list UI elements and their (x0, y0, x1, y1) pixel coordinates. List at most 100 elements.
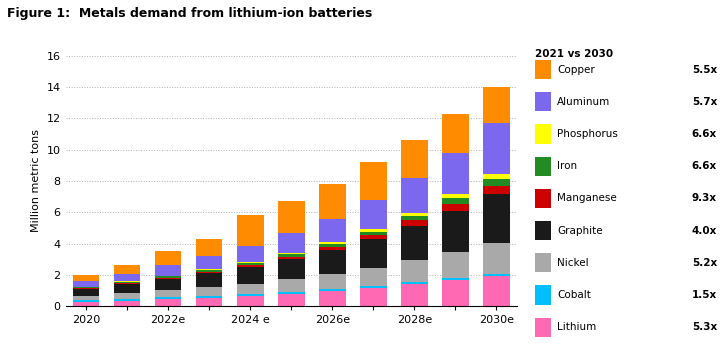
Bar (401, 282, 427, 284)
Text: 5.7x: 5.7x (692, 97, 717, 107)
Bar (442, 198, 469, 204)
Bar (360, 288, 387, 306)
Y-axis label: Million metric tons: Million metric tons (31, 129, 41, 232)
Text: Aluminum: Aluminum (557, 97, 610, 107)
Text: Iron: Iron (557, 161, 577, 171)
Bar (483, 186, 510, 194)
Bar (360, 200, 387, 229)
Bar (196, 256, 223, 269)
Bar (155, 298, 181, 299)
Bar (73, 300, 99, 302)
Bar (360, 268, 387, 286)
Bar (360, 235, 387, 239)
Bar (196, 274, 223, 287)
Bar (442, 211, 469, 252)
Bar (155, 251, 181, 266)
Bar (319, 219, 346, 242)
Bar (155, 278, 181, 279)
Text: Graphite: Graphite (557, 226, 603, 236)
Bar (114, 283, 141, 284)
Bar (155, 276, 181, 278)
Bar (237, 215, 264, 246)
Bar (278, 233, 304, 253)
Bar (483, 124, 510, 174)
Bar (114, 301, 141, 306)
Bar (278, 279, 304, 292)
Bar (114, 284, 141, 293)
Text: Figure 1:  Metals demand from lithium-ion batteries: Figure 1: Metals demand from lithium-ion… (7, 7, 373, 20)
Bar (401, 220, 427, 226)
Bar (73, 296, 99, 300)
Bar (483, 87, 510, 124)
Bar (401, 140, 427, 178)
Bar (73, 288, 99, 289)
Text: 5.3x: 5.3x (692, 322, 717, 332)
Text: 6.6x: 6.6x (692, 129, 717, 139)
Bar (73, 281, 99, 287)
Text: Copper: Copper (557, 65, 595, 74)
Bar (196, 239, 223, 256)
Bar (114, 274, 141, 281)
Bar (401, 178, 427, 213)
Bar (114, 293, 141, 299)
Bar (442, 113, 469, 153)
Bar (196, 287, 223, 296)
Text: 1.5x: 1.5x (692, 290, 717, 300)
Bar (278, 253, 304, 254)
Text: 5.5x: 5.5x (692, 65, 717, 74)
Bar (237, 284, 264, 294)
Bar (360, 229, 387, 231)
Bar (237, 246, 264, 262)
Bar (237, 262, 264, 263)
Bar (196, 296, 223, 298)
Bar (319, 250, 346, 274)
Bar (319, 291, 346, 306)
Bar (237, 265, 264, 267)
Bar (401, 213, 427, 216)
Bar (114, 299, 141, 301)
Bar (155, 279, 181, 291)
Bar (237, 296, 264, 306)
Bar (196, 270, 223, 272)
Bar (196, 298, 223, 306)
Bar (442, 252, 469, 278)
Bar (442, 194, 469, 198)
Bar (155, 291, 181, 298)
Bar (73, 302, 99, 306)
Bar (360, 286, 387, 288)
Bar (401, 260, 427, 282)
Bar (278, 294, 304, 306)
Bar (196, 269, 223, 270)
Bar (114, 265, 141, 274)
Bar (442, 204, 469, 211)
Bar (155, 299, 181, 306)
Bar (483, 276, 510, 306)
Bar (319, 184, 346, 219)
Bar (319, 289, 346, 291)
Text: Lithium: Lithium (557, 322, 596, 332)
Bar (319, 244, 346, 247)
Bar (483, 174, 510, 179)
Bar (278, 254, 304, 257)
Bar (278, 201, 304, 233)
Text: 5.2x: 5.2x (692, 258, 717, 268)
Text: 4.0x: 4.0x (692, 226, 717, 236)
Bar (483, 179, 510, 186)
Bar (237, 294, 264, 296)
Bar (483, 274, 510, 276)
Bar (114, 282, 141, 283)
Text: 2021 vs 2030: 2021 vs 2030 (535, 49, 613, 59)
Bar (278, 259, 304, 279)
Bar (278, 292, 304, 294)
Text: Nickel: Nickel (557, 258, 588, 268)
Bar (360, 239, 387, 268)
Bar (278, 257, 304, 259)
Bar (319, 274, 346, 289)
Bar (319, 242, 346, 244)
Bar (319, 247, 346, 250)
Bar (442, 278, 469, 280)
Text: 6.6x: 6.6x (692, 161, 717, 171)
Bar (442, 280, 469, 306)
Bar (196, 272, 223, 274)
Bar (155, 266, 181, 276)
